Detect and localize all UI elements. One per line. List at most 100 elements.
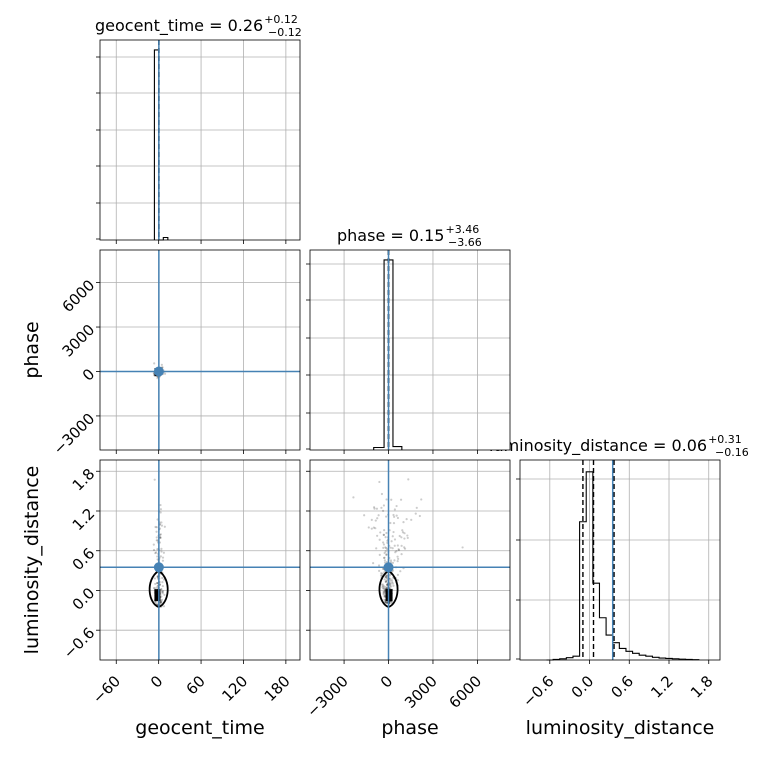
panel-lumdist-vs-phase-sample-68	[375, 507, 379, 510]
panel-lumdist-vs-phase-sample-178	[383, 589, 386, 592]
panel-lumdist-vs-phase-sample-252	[396, 560, 399, 563]
panel-lumdist-vs-geocent-time-sample-92	[152, 586, 156, 590]
panel-lumdist-vs-phase-sample-118	[386, 601, 389, 604]
panel-lumdist-vs-phase-sample-292	[385, 553, 388, 556]
panel-lumdist-vs-geocent-time-sample-66	[156, 548, 159, 551]
panel-lumdist-vs-geocent-time-sample-62	[155, 586, 158, 589]
panel-lumdist-vs-geocent-time-density-core	[154, 589, 161, 602]
panel-lumdist-vs-phase-sample-113	[378, 480, 381, 484]
panel-lumdist-vs-geocent-time-sample-30	[160, 547, 163, 550]
panel-lumdist-vs-phase-sample-193	[389, 579, 392, 582]
panel-lumdist-vs-phase-sample-320	[461, 546, 464, 549]
panel-lumdist-vs-geocent-time-sample-117	[154, 600, 157, 604]
panel-lumdist-vs-phase-sample-311	[384, 574, 387, 577]
panel-lumdist-vs-geocent-time-sample-98	[154, 582, 157, 586]
panel-lumdist-vs-phase-sample-318	[390, 579, 394, 582]
panel-lumdist-vs-geocent-time-sample-25	[156, 603, 159, 606]
panel-lumdist-vs-geocent-time-sample-102	[153, 478, 156, 481]
panel-lumdist-vs-geocent-time-sample-43	[160, 524, 164, 527]
panel-lumdist-vs-geocent-time-sample-124	[163, 525, 166, 528]
panel-lumdist-vs-phase-sample-24	[385, 579, 388, 582]
panel-geocent-time-hist	[96, 39, 301, 244]
panel-lumdist-vs-phase-sample-277	[397, 557, 400, 560]
panel-lumdist-vs-phase-sample-90	[386, 601, 389, 605]
panel-lumdist-vs-geocent-time-sample-111	[163, 593, 166, 596]
panel-lumdist-vs-geocent-time-sample-149	[160, 600, 163, 604]
panel-lumdist-vs-phase-sample-290	[384, 580, 387, 583]
panel-lumdist-vs-phase-sample-232	[383, 601, 387, 604]
panel-lumdist-vs-geocent-time-sample-53	[160, 590, 163, 593]
panel-lumdist-vs-geocent-time-sample-7	[161, 590, 165, 593]
panel-lumdist-vs-phase-sample-22	[383, 598, 386, 601]
panel-lumdist-vs-geocent-time-sample-94	[155, 536, 158, 539]
panel-lumdist-vs-phase-sample-276	[377, 514, 380, 517]
panel-lumdist-vs-geocent-time-sample-16	[160, 588, 163, 591]
panel-lumdist-vs-phase-sample-284	[367, 526, 370, 529]
panel-lumdist-vs-geocent-time-sample-145	[160, 550, 163, 553]
panel-phase-vs-geocent-time-sample-33	[156, 377, 159, 380]
panel-lumdist-vs-phase-sample-145	[381, 585, 385, 588]
panel-lumdist-vs-phase-sample-269	[410, 518, 413, 521]
panel-lumdist-vs-phase-sample-31	[384, 535, 387, 539]
panel-lumdist-vs-phase-sample-174	[378, 553, 381, 556]
panel-lumdist-vs-phase-sample-28	[389, 583, 392, 586]
panel-lumdist-vs-phase-sample-249	[402, 521, 405, 524]
panel-lumdist-vs-phase-sample-298	[383, 556, 386, 559]
panel-lumdist-vs-phase-sample-273	[384, 575, 387, 579]
panel-lumdist-vs-phase-sample-64	[384, 600, 388, 603]
panel-lumdist-vs-phase-sample-254	[385, 498, 388, 501]
panel-lumdist-vs-phase-sample-142	[381, 583, 385, 586]
panel-lumdist-vs-phase-truth-marker	[383, 562, 394, 573]
panel-lumdist-vs-phase-sample-8	[399, 570, 402, 573]
panel-lumdist-vs-phase-sample-256	[397, 548, 400, 551]
panel-lumdist-vs-geocent-time-sample-41	[161, 584, 164, 588]
panel-lumdist-vs-phase-sample-315	[385, 576, 388, 579]
panel-lumdist-vs-phase-sample-228	[389, 582, 392, 585]
panel-lumdist-vs-phase-sample-238	[380, 583, 383, 586]
panel-lumdist-vs-geocent-time-sample-132	[155, 582, 159, 585]
panel-lumdist-vs-phase-sample-46	[400, 536, 403, 539]
panel-lumdist-vs-phase-sample-287	[385, 547, 388, 550]
xlabel-luminosity-distance: luminosity_distance	[526, 717, 715, 739]
panel-lumdist-vs-phase-sample-317	[379, 531, 382, 534]
panel-lumdist-vs-phase-sample-258	[383, 529, 386, 532]
panel-lumdist-vs-geocent-time-sample-8	[159, 503, 162, 507]
panel-lumdist-vs-phase-sample-52	[385, 574, 388, 577]
panel-lumdist-vs-phase-sample-226	[395, 550, 398, 553]
panel-lumdist-vs-geocent-time-sample-20	[161, 559, 165, 562]
panel-lumdist-vs-phase-sample-157	[376, 534, 379, 537]
panel-lumdist-vs-phase-sample-216	[403, 547, 407, 550]
panel-lumdist-vs-geocent-time-sample-153	[162, 551, 165, 554]
panel-lumdist-vs-phase-sample-82	[382, 592, 385, 596]
panel-lumdist-vs-geocent-time-sample-65	[160, 588, 163, 591]
panel-lumdist-vs-phase-sample-101	[385, 602, 388, 605]
panel-lumdist-vs-phase-sample-98	[393, 544, 396, 547]
panel-lumdist-vs-phase-sample-88	[392, 584, 395, 587]
panel-lumdist-vs-phase-sample-159	[370, 527, 373, 530]
panel-lumdist-vs-phase-sample-191	[392, 530, 395, 534]
xlabel-phase: phase	[381, 717, 438, 739]
panel-lumdist-vs-geocent-time-sample-22	[154, 525, 157, 529]
panel-lumdist-vs-phase-sample-192	[383, 551, 386, 555]
panel-lumdist-vs-phase-sample-146	[385, 583, 389, 586]
panel-lumdist-vs-phase-sample-268	[403, 537, 406, 540]
panel-lumdist-vs-phase-sample-153	[393, 559, 396, 562]
panel-lumdist-vs-phase-sample-215	[384, 601, 387, 604]
panel-lumdist-vs-geocent-time-sample-72	[160, 598, 164, 601]
panel-lumdist-vs-geocent-time-sample-9	[161, 576, 164, 580]
panel-lumdist-vs-geocent-time-sample-154	[159, 600, 162, 603]
panel-lumdist-vs-geocent-time-sample-58	[159, 555, 162, 558]
panel-lumdist-vs-phase-sample-167	[385, 576, 388, 579]
panel-lumdist-vs-phase-sample-224	[415, 506, 418, 509]
panel-lumdist-vs-phase-sample-291	[406, 534, 409, 537]
panel-geocent-time-hist-border	[99, 39, 301, 241]
panel-lumdist-vs-phase-sample-296	[391, 547, 394, 550]
title-luminosity-distance: luminosity_distance = 0.06+0.31 −0.16	[489, 433, 749, 459]
panel-lumdist-vs-geocent-time-sample-116	[160, 521, 163, 524]
panel-lumdist-vs-phase-sample-246	[373, 507, 376, 510]
panel-lumdist-vs-phase-sample-42	[385, 586, 388, 590]
panel-lumdist-vs-geocent-time-sample-80	[159, 602, 162, 605]
panel-lumdist-vs-phase-sample-121	[382, 556, 386, 560]
panel-lumdist-vs-phase-sample-204	[384, 600, 387, 603]
